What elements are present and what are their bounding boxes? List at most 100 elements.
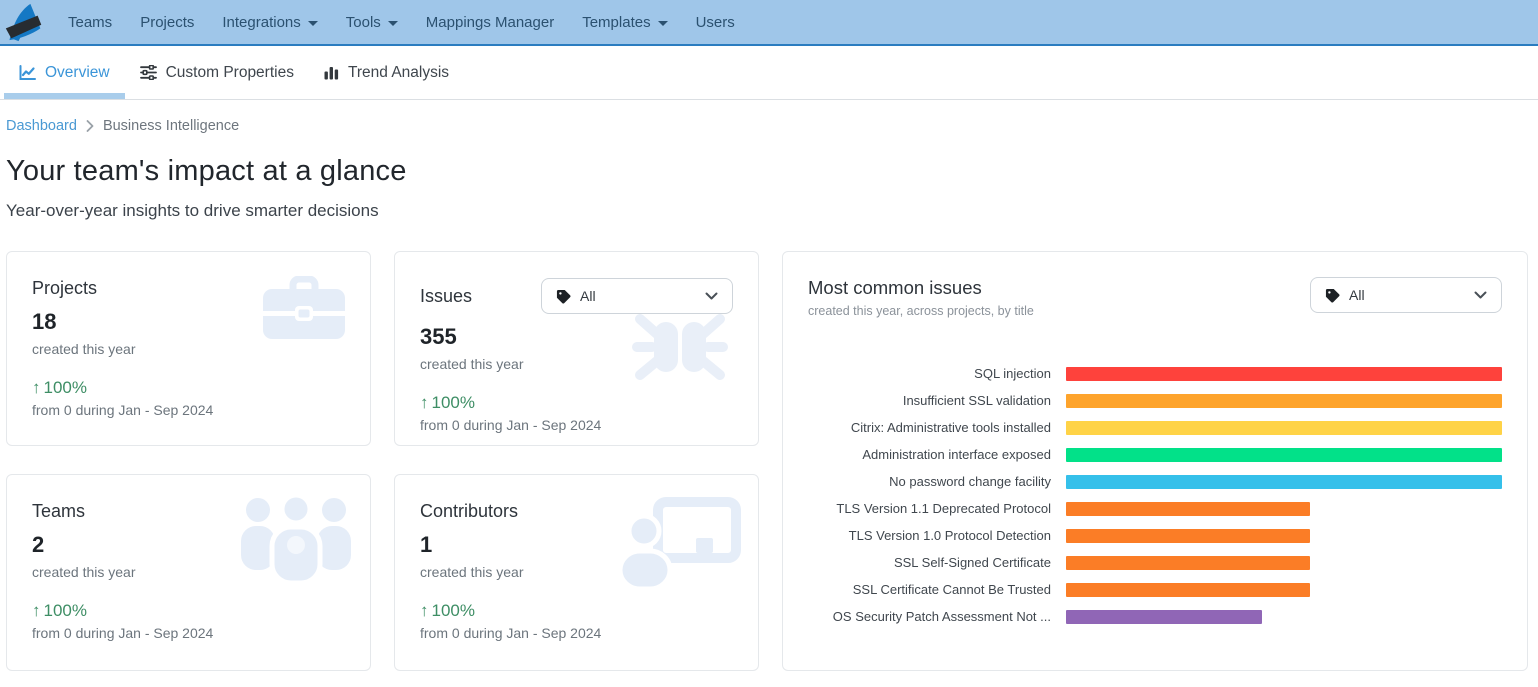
delta-note: from 0 during Jan - Sep 2024 (420, 417, 733, 433)
chart-tag-filter-dropdown[interactable]: All (1310, 277, 1502, 313)
caret-down-icon (658, 21, 668, 26)
breadcrumb-chevron-icon (86, 120, 94, 132)
delta-value: 100% (432, 601, 475, 621)
chart-row: Administration interface exposed (808, 441, 1502, 468)
nav-item-teams[interactable]: Teams (54, 0, 126, 44)
card-value: 1 (420, 532, 733, 558)
chart-title: Most common issues (808, 277, 1034, 299)
card-title: Issues (420, 286, 472, 307)
chart-bar-track (1066, 529, 1502, 543)
chart-bar-track (1066, 367, 1502, 381)
chart-bar (1066, 556, 1310, 570)
breadcrumb-dashboard-link[interactable]: Dashboard (6, 118, 77, 134)
contributors-card: Contributors 1 created this year ↑ 100% … (394, 474, 759, 671)
chart-category-label: SSL Self-Signed Certificate (808, 555, 1051, 570)
chart-bar (1066, 529, 1310, 543)
nav-item-users[interactable]: Users (682, 0, 749, 44)
chart-bar-track (1066, 475, 1502, 489)
caret-down-icon (308, 21, 318, 26)
delta-note: from 0 during Jan - Sep 2024 (420, 625, 733, 641)
breadcrumb-current: Business Intelligence (103, 118, 239, 134)
caret-down-icon (388, 21, 398, 26)
chart-category-label: SQL injection (808, 366, 1051, 381)
delta-badge: ↑ 100% (32, 378, 345, 398)
chart-bar (1066, 610, 1262, 624)
secondary-tabbar: Overview Custom Properties Trend Analysi… (0, 46, 1538, 100)
delta-note: from 0 during Jan - Sep 2024 (32, 625, 345, 641)
main-content: Dashboard Business Intelligence Your tea… (0, 118, 1538, 671)
chart-bar (1066, 367, 1502, 381)
chart-bar-track (1066, 583, 1502, 597)
tab-trend-analysis[interactable]: Trend Analysis (309, 46, 464, 99)
chart-row: SSL Certificate Cannot Be Trusted (808, 576, 1502, 603)
chart-category-label: Insufficient SSL validation (808, 393, 1051, 408)
page-subtitle: Year-over-year insights to drive smarter… (6, 201, 1528, 221)
dashboard-content-row: Projects 18 created this year ↑ 100% fro… (6, 251, 1528, 671)
delta-badge: ↑ 100% (420, 601, 733, 621)
bar-chart: SQL injection Insufficient SSL validation… (808, 360, 1502, 630)
nav-item-templates[interactable]: Templates (568, 0, 681, 44)
stats-grid: Projects 18 created this year ↑ 100% fro… (6, 251, 759, 671)
chart-category-label: TLS Version 1.0 Protocol Detection (808, 528, 1051, 543)
tag-icon (556, 289, 571, 304)
chart-bar-track (1066, 556, 1502, 570)
card-title: Teams (32, 501, 85, 522)
issues-card: Issues All 355 created this year (394, 251, 759, 446)
chart-category-label: TLS Version 1.1 Deprecated Protocol (808, 501, 1051, 516)
breadcrumb: Dashboard Business Intelligence (6, 118, 1528, 134)
chart-bar (1066, 421, 1502, 435)
card-caption: created this year (420, 564, 733, 580)
most-common-issues-panel: Most common issues created this year, ac… (782, 251, 1528, 671)
chart-bar-track (1066, 502, 1502, 516)
card-title: Contributors (420, 501, 518, 522)
card-value: 355 (420, 324, 733, 350)
up-arrow-icon: ↑ (420, 601, 429, 621)
card-caption: created this year (32, 341, 345, 357)
chart-bar-track (1066, 448, 1502, 462)
bar-chart-icon (324, 65, 339, 80)
filter-selected-value: All (580, 288, 596, 304)
chart-row: SQL injection (808, 360, 1502, 387)
chart-category-label: Administration interface exposed (808, 447, 1051, 462)
projects-card: Projects 18 created this year ↑ 100% fro… (6, 251, 371, 446)
card-caption: created this year (420, 356, 733, 372)
delta-note: from 0 during Jan - Sep 2024 (32, 402, 345, 418)
chevron-down-icon (705, 292, 718, 300)
tab-custom-properties[interactable]: Custom Properties (125, 46, 309, 99)
delta-badge: ↑ 100% (32, 601, 345, 621)
chart-header: Most common issues created this year, ac… (808, 277, 1502, 318)
page-title: Your team's impact at a glance (6, 155, 1528, 188)
tab-overview[interactable]: Overview (4, 46, 125, 99)
delta-value: 100% (432, 393, 475, 413)
chart-row: TLS Version 1.0 Protocol Detection (808, 522, 1502, 549)
chevron-down-icon (1474, 291, 1487, 299)
chart-line-icon (19, 65, 36, 81)
chart-bar (1066, 475, 1502, 489)
chart-category-label: Citrix: Administrative tools installed (808, 420, 1051, 435)
chart-row: Citrix: Administrative tools installed (808, 414, 1502, 441)
nav-item-tools[interactable]: Tools (332, 0, 412, 44)
card-caption: created this year (32, 564, 345, 580)
chart-bar (1066, 583, 1310, 597)
card-value: 2 (32, 532, 345, 558)
chart-bar-track (1066, 394, 1502, 408)
delta-value: 100% (44, 601, 87, 621)
nav-item-mappings-manager[interactable]: Mappings Manager (412, 0, 568, 44)
active-tab-underline (4, 93, 125, 99)
chart-bar (1066, 502, 1310, 516)
filter-selected-value: All (1349, 287, 1365, 303)
chart-row: No password change facility (808, 468, 1502, 495)
chart-category-label: SSL Certificate Cannot Be Trusted (808, 582, 1051, 597)
up-arrow-icon: ↑ (32, 601, 41, 621)
nav-item-integrations[interactable]: Integrations (208, 0, 331, 44)
chart-category-label: OS Security Patch Assessment Not ... (808, 609, 1051, 624)
app-logo[interactable] (2, 1, 46, 43)
chart-row: OS Security Patch Assessment Not ... (808, 603, 1502, 630)
chart-category-label: No password change facility (808, 474, 1051, 489)
nav-item-projects[interactable]: Projects (126, 0, 208, 44)
issues-tag-filter-dropdown[interactable]: All (541, 278, 733, 314)
chart-bar-track (1066, 610, 1502, 624)
card-value: 18 (32, 309, 345, 335)
chart-row: TLS Version 1.1 Deprecated Protocol (808, 495, 1502, 522)
delta-badge: ↑ 100% (420, 393, 733, 413)
